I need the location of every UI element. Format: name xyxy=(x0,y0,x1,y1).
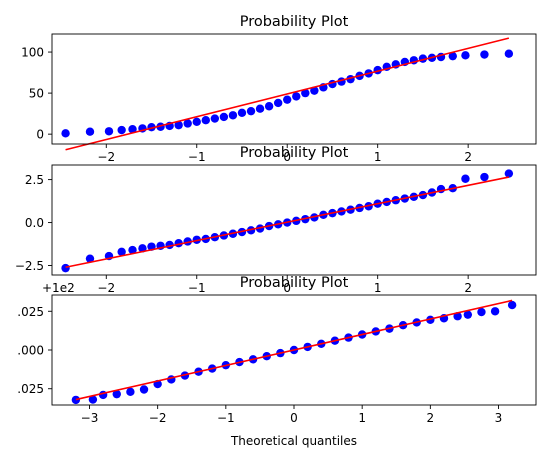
data-point xyxy=(117,125,126,135)
data-point xyxy=(85,127,95,136)
data-point xyxy=(228,111,238,120)
data-point xyxy=(128,245,137,255)
x-tick-label: −3 xyxy=(81,411,99,425)
x-tick-label: −1 xyxy=(188,281,206,295)
data-point xyxy=(210,114,220,123)
fit-line xyxy=(65,37,510,151)
data-point xyxy=(128,125,137,134)
data-point xyxy=(504,169,514,178)
data-point xyxy=(461,174,470,183)
subplot-3: −3 −2 −1 0 1 2 3 .025 .000 .025 +1e2 Probability Pl… xyxy=(17,275,537,448)
data-point xyxy=(480,50,489,59)
y-tick-label: 2.5 xyxy=(25,173,44,187)
data-point xyxy=(310,86,319,95)
subplot-2: −2 −1 0 1 2 −2.5 0.0 2.5 Probability Plot xyxy=(15,145,537,295)
y-tick-label: .025 xyxy=(17,305,44,319)
y-tick-label: 0.0 xyxy=(25,216,44,230)
axes-frame xyxy=(51,33,537,145)
y-tick-label: .000 xyxy=(17,344,44,358)
x-tick-label: −2 xyxy=(97,150,115,164)
x-tick-label: 2 xyxy=(464,281,472,295)
x-tick-label: 1 xyxy=(374,150,382,164)
data-point xyxy=(504,49,514,58)
x-tick-label: 0 xyxy=(290,411,298,425)
y-tick-label: −2.5 xyxy=(15,259,44,273)
data-point xyxy=(104,127,114,136)
data-point xyxy=(139,385,149,394)
x-tick-label: 1 xyxy=(374,281,382,295)
data-point xyxy=(237,108,247,118)
data-point xyxy=(507,300,517,310)
data-point xyxy=(255,104,265,113)
x-tick-label: 0 xyxy=(283,150,291,164)
data-point xyxy=(448,51,457,61)
data-point xyxy=(85,254,95,263)
y-tick-label: 50 xyxy=(29,87,44,101)
y-tick-label: 0 xyxy=(36,128,44,142)
x-tick-label: −1 xyxy=(188,150,206,164)
data-point xyxy=(264,102,274,111)
axes-frame xyxy=(51,164,537,276)
y-tick-label: .025 xyxy=(17,382,44,396)
x-tick-label: 3 xyxy=(495,411,503,425)
plot-title: Probability Plot xyxy=(240,145,349,161)
fit-line xyxy=(75,299,513,401)
data-point xyxy=(273,98,283,108)
data-point xyxy=(301,88,310,98)
data-point xyxy=(461,51,470,60)
x-tick-label: 0 xyxy=(283,281,291,295)
data-point xyxy=(174,120,183,130)
data-point xyxy=(246,106,256,116)
data-point xyxy=(117,247,126,256)
data-point xyxy=(480,172,489,182)
x-axis-label: Theoretical quantiles xyxy=(230,434,357,448)
data-point xyxy=(112,389,121,399)
x-tick-label: −2 xyxy=(97,281,115,295)
data-point xyxy=(88,395,98,404)
x-tick-label: 2 xyxy=(427,411,435,425)
data-point xyxy=(490,307,500,316)
data-point xyxy=(183,119,192,128)
x-tick-label: 2 xyxy=(464,150,472,164)
data-point xyxy=(71,395,81,405)
data-point xyxy=(477,307,486,317)
plot-title: Probability Plot xyxy=(240,14,349,30)
data-point xyxy=(463,310,473,319)
subplot-1: −2 −1 0 1 2 0 50 100 Probability Plot xyxy=(21,14,537,164)
data-point xyxy=(192,117,201,127)
data-point xyxy=(292,92,301,101)
y-tick-label: 100 xyxy=(21,46,44,60)
data-point xyxy=(283,95,292,104)
data-point xyxy=(453,312,462,321)
data-point xyxy=(61,129,70,138)
data-point xyxy=(61,263,70,273)
x-tick-label: −1 xyxy=(217,411,235,425)
plot-title: Probability Plot xyxy=(240,275,349,291)
x-tick-label: 1 xyxy=(358,411,366,425)
y-offset-label: +1e2 xyxy=(42,281,75,295)
x-tick-label: −2 xyxy=(149,411,167,425)
data-point xyxy=(126,387,135,397)
fit-line xyxy=(65,176,510,269)
data-point xyxy=(219,112,229,122)
data-point xyxy=(201,115,210,125)
